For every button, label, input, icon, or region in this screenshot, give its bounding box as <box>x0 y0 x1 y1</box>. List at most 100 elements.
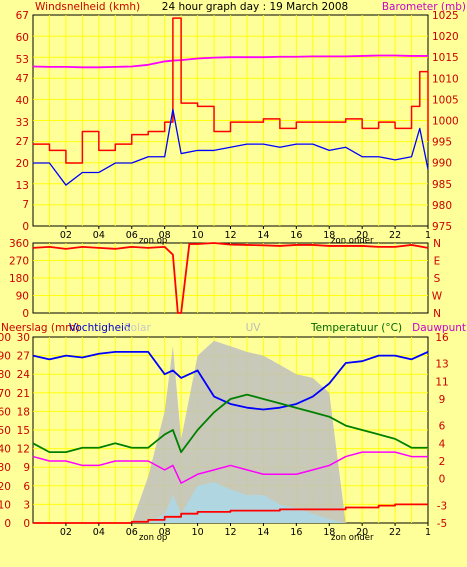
y2-tick-label: 1025 <box>432 10 459 22</box>
humidity-tick-label: 90 <box>0 351 11 363</box>
y2-tick-label: 975 <box>432 221 452 233</box>
temp-tick-label: 4 <box>439 438 446 450</box>
sunrise-label: zon op <box>139 533 167 543</box>
humidity-tick-label: 10 <box>0 499 11 511</box>
rain-tick-label: 27 <box>17 351 30 363</box>
rain-tick-label: 24 <box>17 369 31 381</box>
temp-tick-label: -5 <box>437 518 447 530</box>
x-tick-label: 10 <box>192 230 204 241</box>
x-tick-label: 04 <box>93 527 105 538</box>
x-tick-label: 12 <box>224 230 236 241</box>
rain-tick-label: 0 <box>23 518 30 530</box>
y-tick-label: 40 <box>16 95 29 107</box>
temp-tick-label: 6 <box>439 421 446 433</box>
humidity-tick-label: 0 <box>4 518 11 530</box>
wind-axis-label: Windsnelheid (kmh) <box>35 1 140 13</box>
dir-tick-label: 270 <box>9 256 29 268</box>
series-barometer <box>32 54 428 69</box>
temp-tick-label: 2 <box>439 456 446 468</box>
temp-tick-label: 9 <box>439 394 446 406</box>
temp-tick-label: 16 <box>435 332 449 344</box>
humidity-tick-label: 50 <box>0 425 11 437</box>
series-uv <box>33 482 428 523</box>
barometer-axis-label: Barometer (mb) <box>382 1 466 13</box>
x-tick-label: 02 <box>60 230 72 241</box>
series-humidity <box>32 350 429 411</box>
solar-axis-label: Solar <box>124 322 151 334</box>
y-tick-label: 33 <box>16 117 29 129</box>
temperature-axis-label: Temperatuur (°C) <box>310 322 402 334</box>
series-dewpoint <box>32 451 428 484</box>
y2-tick-label: 1015 <box>432 52 459 64</box>
x-tick-label: 16 <box>290 230 302 241</box>
sunset-label: zon onder <box>331 236 374 246</box>
rain-axis-label: Neerslag (mm) <box>1 322 80 334</box>
rain-tick-label: 18 <box>17 406 30 418</box>
humidity-tick-label: 70 <box>0 388 11 400</box>
humidity-tick-label: 60 <box>0 406 11 418</box>
x-tick-label: 10 <box>192 527 204 538</box>
dewpoint-axis-label: Dauwpunt <box>412 322 466 334</box>
x-tick-label: 04 <box>93 230 105 241</box>
temp-tick-label: 0 <box>439 474 446 486</box>
compass-label: E <box>434 256 441 268</box>
x-tick-label: 14 <box>257 230 269 241</box>
x-tick-label: 06 <box>126 527 138 538</box>
x-tick-label: 14 <box>257 527 269 538</box>
temp-tick-label: 11 <box>435 376 448 388</box>
x-tick-label: 22 <box>389 527 401 538</box>
y-tick-label: 27 <box>16 136 29 148</box>
y2-tick-label: 985 <box>432 179 452 191</box>
uv-axis-label: UV <box>246 322 262 334</box>
y-tick-label: 60 <box>16 32 29 44</box>
y-tick-label: 13 <box>16 180 29 192</box>
humidity-tick-label: 20 <box>0 481 11 493</box>
y2-tick-label: 1020 <box>432 31 459 43</box>
temp-tick-label: 13 <box>435 359 448 371</box>
rain-tick-label: 30 <box>17 332 30 344</box>
x-tick-label: 18 <box>323 527 335 538</box>
humidity-tick-label: 40 <box>0 444 11 456</box>
y-tick-label: 20 <box>16 158 29 170</box>
dir-tick-label: 90 <box>16 291 29 303</box>
y-tick-label: 67 <box>16 10 29 22</box>
rain-tick-label: 6 <box>23 481 30 493</box>
temp-tick-label: -3 <box>437 500 447 512</box>
y2-tick-label: 1000 <box>432 116 459 128</box>
series-wind-direction <box>32 242 429 314</box>
rain-tick-label: 12 <box>17 444 30 456</box>
page-title: 24 hour graph day : 19 March 2008 <box>162 1 348 13</box>
rain-tick-label: 15 <box>17 425 30 437</box>
y2-tick-label: 995 <box>432 137 452 149</box>
humidity-tick-label: 100 <box>0 332 11 344</box>
compass-label: S <box>434 273 441 285</box>
y2-tick-label: 990 <box>432 158 452 170</box>
x-tick-label: 22 <box>389 230 401 241</box>
sunset-label: zon onder <box>331 533 374 543</box>
humidity-tick-label: 80 <box>0 369 11 381</box>
x-tick-label: 06 <box>126 230 138 241</box>
x-tick-label: 1 <box>425 527 431 538</box>
y2-tick-label: 1010 <box>432 73 459 85</box>
series-rain <box>33 503 428 524</box>
y2-tick-label: 1005 <box>432 94 459 106</box>
humidity-tick-label: 30 <box>0 462 11 474</box>
x-tick-label: 20 <box>356 527 368 538</box>
dir-tick-label: 0 <box>22 308 29 320</box>
x-tick-label: 08 <box>159 230 171 241</box>
compass-label: W <box>432 291 443 303</box>
x-tick-label: 18 <box>323 230 335 241</box>
x-tick-label: 1 <box>425 230 431 241</box>
y-tick-label: 0 <box>22 221 29 233</box>
series-wind-gust <box>33 17 429 164</box>
x-tick-label: 16 <box>290 527 302 538</box>
dir-tick-label: 360 <box>9 238 29 250</box>
y-tick-label: 7 <box>22 199 29 211</box>
humidity-axis-label: Vochtigheid <box>69 322 131 334</box>
x-tick-label: 20 <box>356 230 368 241</box>
dir-tick-label: 180 <box>9 273 29 285</box>
rain-tick-label: 9 <box>23 462 30 474</box>
x-tick-label: 12 <box>224 527 236 538</box>
compass-label: N <box>433 238 441 250</box>
